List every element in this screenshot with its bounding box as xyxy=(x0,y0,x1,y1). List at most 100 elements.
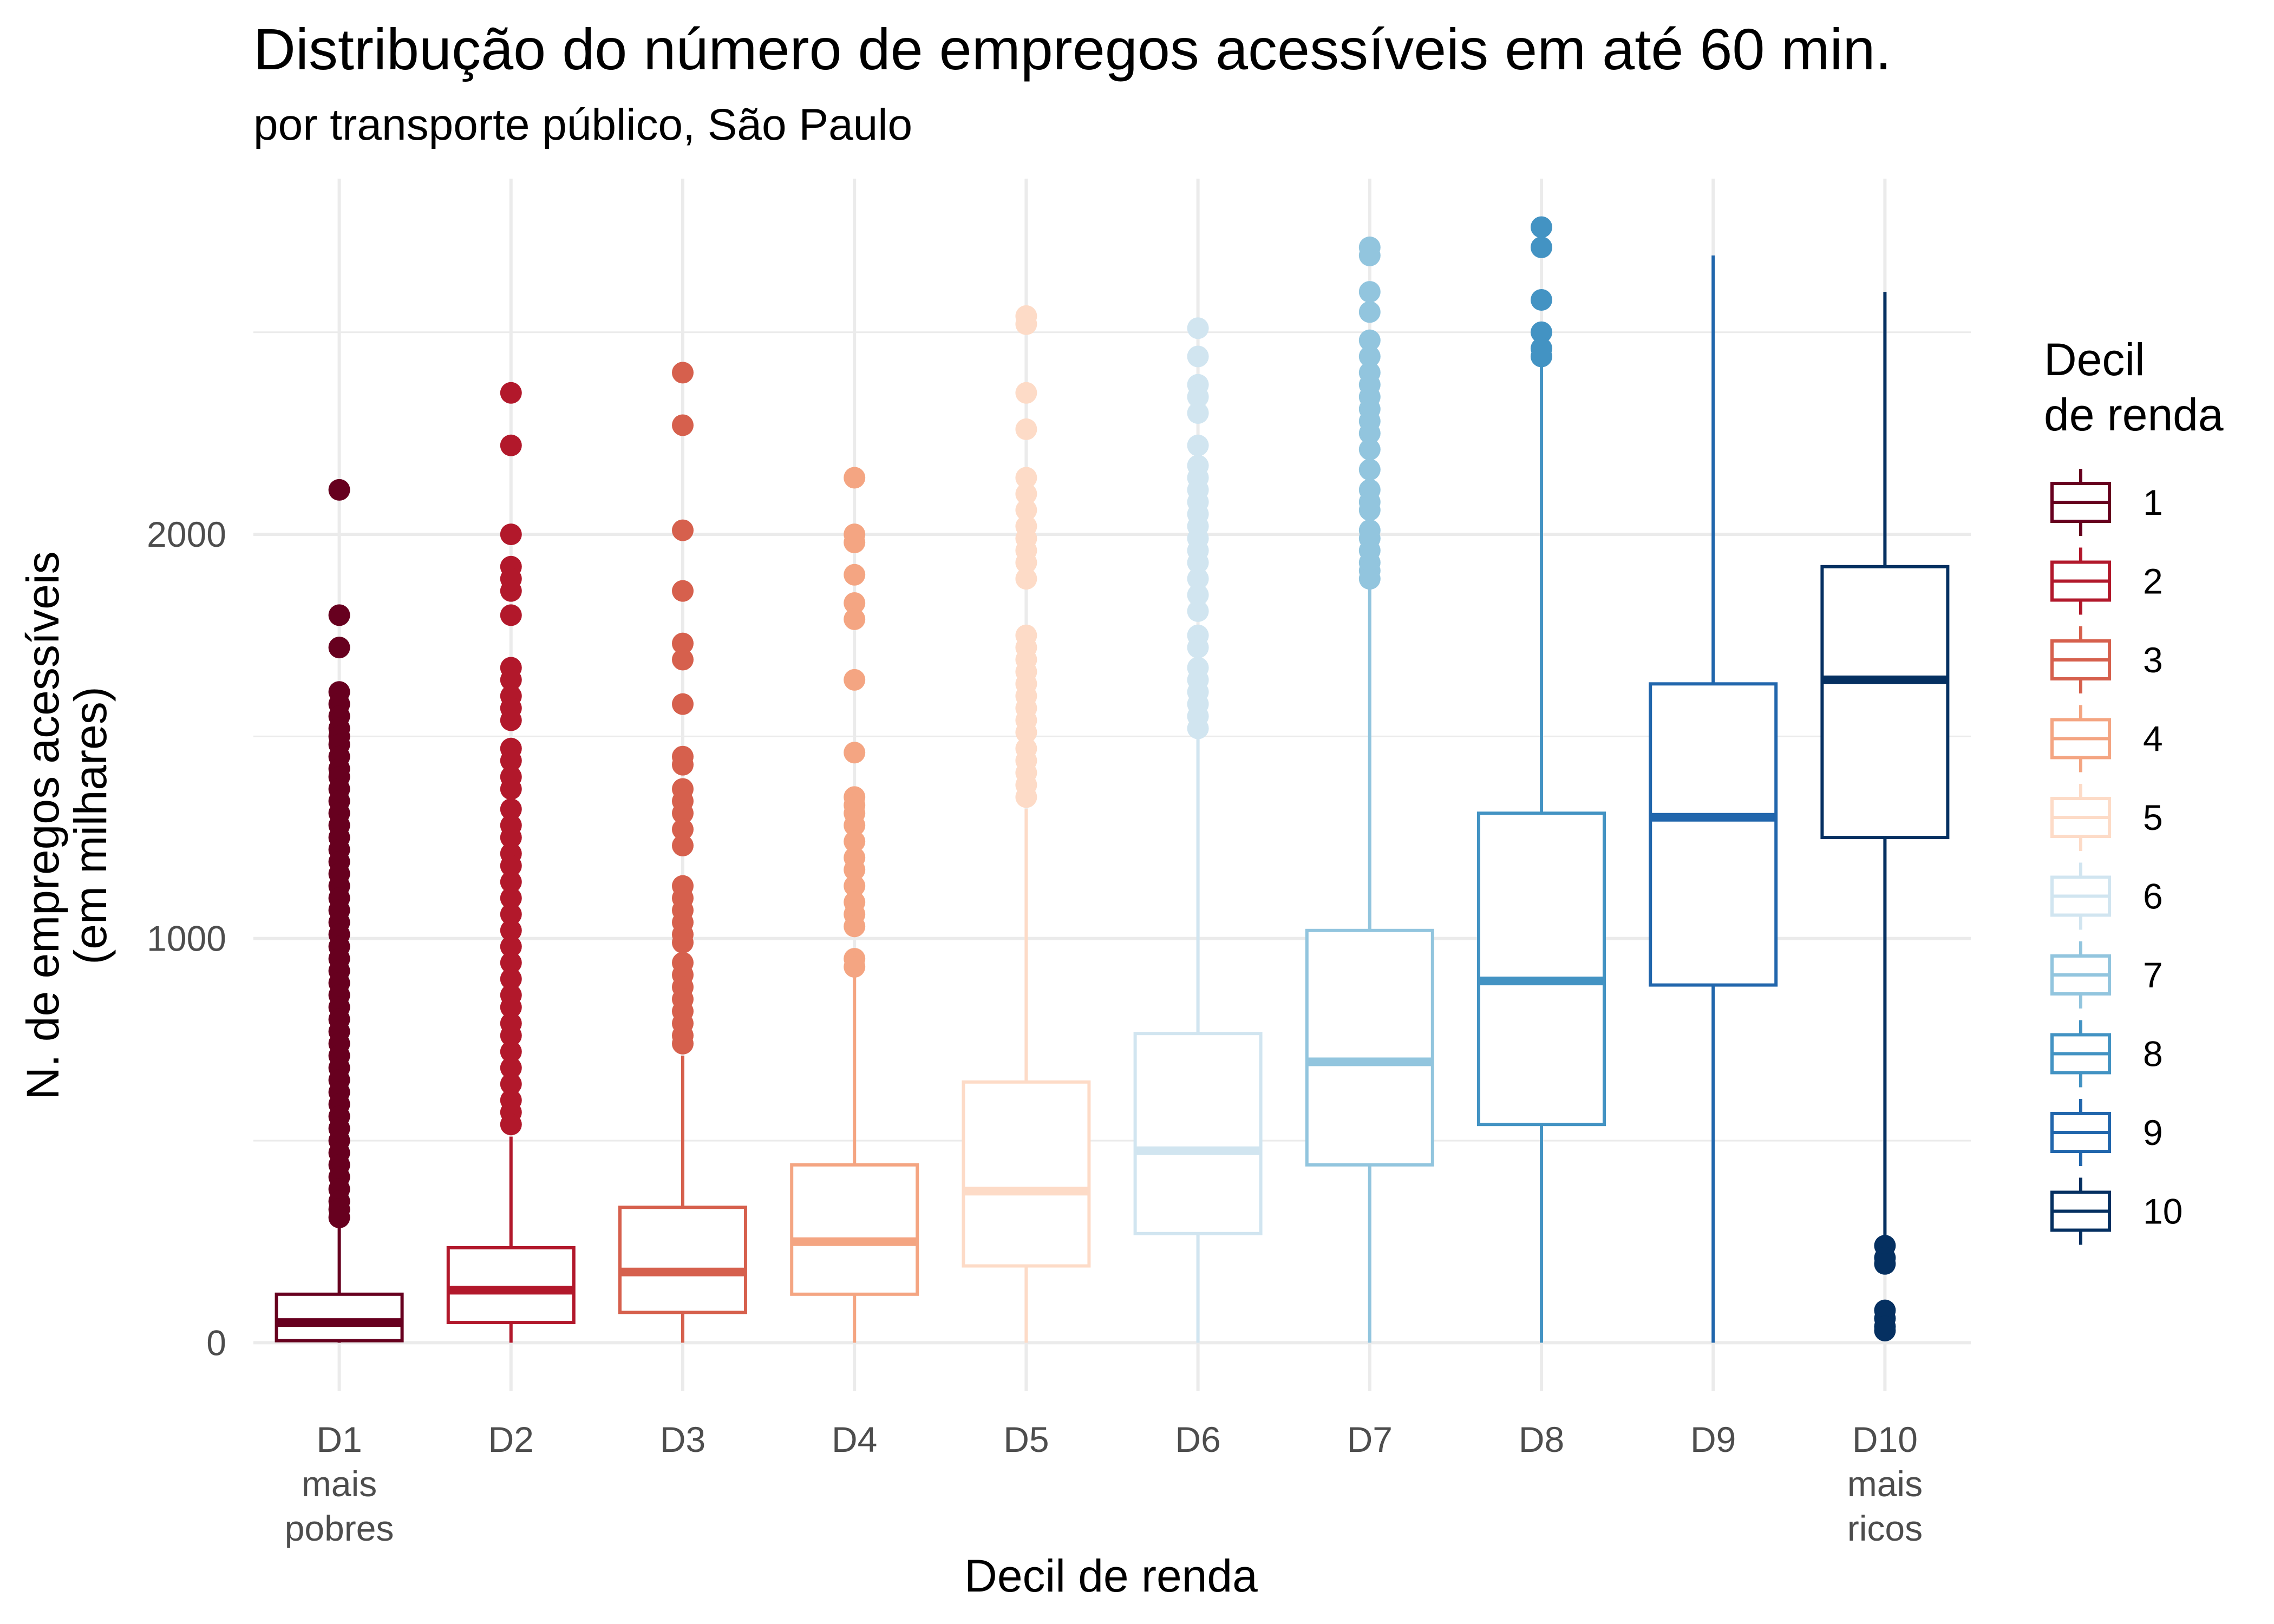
legend-title-line: de renda xyxy=(2044,389,2224,440)
outlier-point xyxy=(1187,600,1209,622)
outlier-point xyxy=(1358,329,1381,351)
outlier-point xyxy=(500,1114,522,1136)
outlier-point xyxy=(1358,281,1381,303)
box-body xyxy=(446,1246,576,1325)
chart-subtitle: por transporte público, São Paulo xyxy=(253,100,912,149)
outlier-point xyxy=(1187,568,1209,590)
outlier-point xyxy=(1531,236,1552,258)
outlier-point xyxy=(500,382,522,404)
legend-label: 2 xyxy=(2143,561,2163,601)
outlier-point xyxy=(672,649,694,671)
y-axis-title-line: N. de empregos acessíveis xyxy=(17,551,68,1099)
y-axis-title-text: N. de empregos acessíveis(em milhares) xyxy=(17,551,116,1099)
legend-key-10 xyxy=(2050,1177,2111,1245)
y-axis-title: N. de empregos acessíveis(em milhares) xyxy=(17,551,116,1099)
x-tick-line: D4 xyxy=(832,1419,877,1459)
legend-label: 8 xyxy=(2143,1034,2163,1074)
y-axis-title-line: (em milhares) xyxy=(65,686,116,964)
box-body xyxy=(1305,928,1434,1167)
outlier-point xyxy=(1531,289,1552,311)
legend-label: 1 xyxy=(2143,482,2163,522)
outlier-point xyxy=(500,1024,522,1046)
outlier-point xyxy=(1187,434,1209,456)
outlier-point xyxy=(1187,584,1209,606)
x-tick-label: D4 xyxy=(832,1419,877,1459)
outlier-point xyxy=(1015,467,1037,489)
box-body xyxy=(1649,682,1778,987)
box-body xyxy=(1477,811,1606,1127)
x-tick-label: D8 xyxy=(1519,1419,1564,1459)
legend-key-4 xyxy=(2050,705,2111,772)
box-5 xyxy=(962,305,1091,1343)
legend-key-7 xyxy=(2050,941,2111,1009)
outlier-point xyxy=(500,952,522,974)
box-3 xyxy=(618,362,747,1343)
outlier-point xyxy=(1187,402,1209,424)
outlier-point xyxy=(500,903,522,925)
chart-title: Distribução do número de empregos acessí… xyxy=(253,16,1891,82)
outlier-point xyxy=(844,814,866,836)
outlier-point xyxy=(500,855,522,877)
x-tick-line: ricos xyxy=(1847,1508,1923,1548)
outlier-point xyxy=(844,830,866,853)
outlier-point xyxy=(844,592,866,614)
x-tick-label: D5 xyxy=(1003,1419,1049,1459)
x-tick-label: D9 xyxy=(1690,1419,1736,1459)
legend: Decil de renda 1 2 3 4 5 6 7 8 9 10 xyxy=(2044,334,2224,1245)
outlier-point xyxy=(1874,1320,1896,1341)
legend-label: 4 xyxy=(2143,719,2163,759)
outlier-point xyxy=(1358,568,1381,590)
outlier-point xyxy=(1187,345,1209,368)
outlier-point xyxy=(500,709,522,731)
outlier-point xyxy=(500,827,522,849)
outlier-point xyxy=(1358,499,1381,521)
outlier-point xyxy=(500,1073,522,1095)
outlier-point xyxy=(1015,313,1037,335)
outlier-point xyxy=(672,414,694,436)
x-tick-line: D9 xyxy=(1690,1419,1736,1459)
outlier-point xyxy=(672,802,694,824)
x-tick-line: D10 xyxy=(1852,1419,1918,1459)
legend-label: 5 xyxy=(2143,797,2163,837)
outlier-point xyxy=(1015,418,1037,440)
outlier-point xyxy=(1015,483,1037,505)
x-tick-line: D8 xyxy=(1519,1419,1564,1459)
outlier-point xyxy=(500,580,522,602)
outlier-point xyxy=(1358,459,1381,481)
outlier-point xyxy=(1358,301,1381,323)
outlier-point xyxy=(844,564,866,586)
outlier-point xyxy=(844,467,866,489)
outlier-point xyxy=(500,996,522,1018)
legend-key-2 xyxy=(2050,547,2111,615)
outlier-point xyxy=(500,887,522,909)
outlier-point xyxy=(328,479,350,501)
outlier-point xyxy=(500,798,522,820)
legend-label: 3 xyxy=(2143,640,2163,680)
outlier-point xyxy=(500,604,522,626)
box-body xyxy=(790,1163,919,1296)
outlier-point xyxy=(672,932,694,954)
outlier-point xyxy=(844,875,866,897)
outlier-point xyxy=(1531,345,1552,368)
x-tick-line: D3 xyxy=(660,1419,705,1459)
box-8 xyxy=(1477,216,1606,1343)
outlier-point xyxy=(1358,422,1381,444)
outlier-point xyxy=(1531,321,1552,343)
legend-key-6 xyxy=(2050,862,2111,930)
outlier-point xyxy=(844,859,866,881)
legend-label: 10 xyxy=(2143,1191,2182,1232)
legend-key-1 xyxy=(2050,469,2111,536)
box-4 xyxy=(790,467,919,1343)
outlier-point xyxy=(500,968,522,990)
outlier-point xyxy=(1187,552,1209,574)
outlier-point xyxy=(328,604,350,626)
outlier-point xyxy=(1015,382,1037,404)
outlier-point xyxy=(1358,244,1381,266)
outlier-point xyxy=(1187,717,1209,739)
legend-key-5 xyxy=(2050,784,2111,851)
outlier-point xyxy=(500,669,522,691)
outlier-point xyxy=(1015,721,1037,743)
legend-label: 7 xyxy=(2143,955,2163,995)
x-tick-label: D10 mais ricos xyxy=(1847,1419,1923,1548)
